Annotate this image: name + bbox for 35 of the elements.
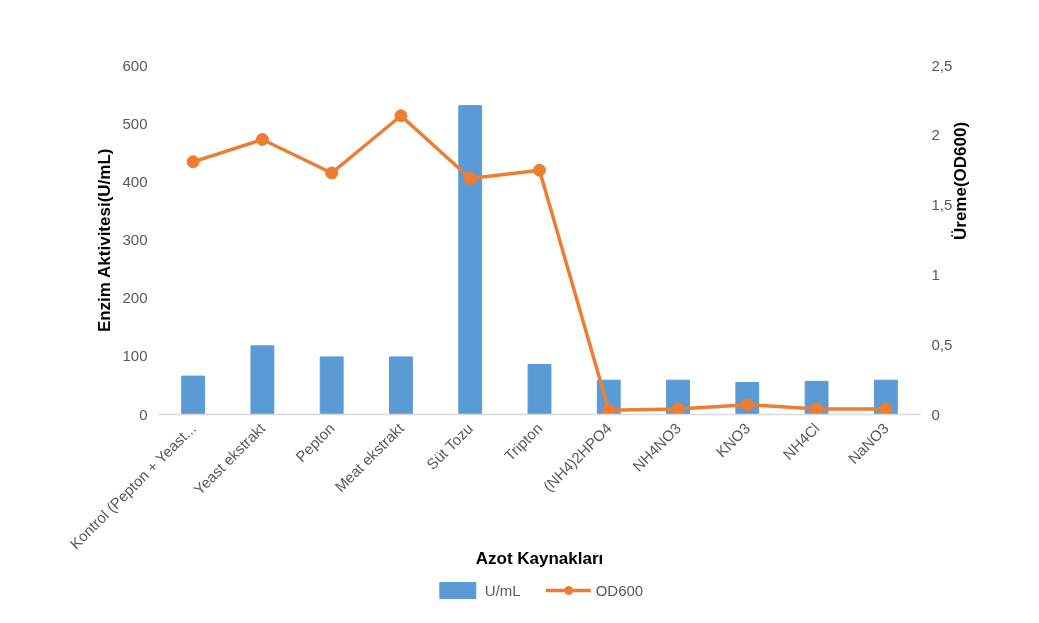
point [186, 155, 200, 169]
y2-tick-label: 0,5 [931, 335, 953, 353]
y-tick-label: 0 [139, 405, 148, 423]
point [325, 166, 339, 180]
point [671, 402, 685, 415]
bar [458, 105, 483, 415]
y2-axis-title: Üreme(OD600) [950, 121, 970, 240]
y-tick-label: 300 [122, 231, 148, 248]
legend-label: OD600 [595, 581, 644, 599]
point [879, 402, 893, 415]
y-tick-label: 500 [122, 114, 148, 132]
point [810, 402, 824, 415]
y2-tick-label: 2,5 [931, 56, 953, 74]
y-tick-label: 100 [122, 347, 148, 365]
y-tick-label: 200 [122, 289, 148, 307]
y2-tick-label: 1,5 [931, 196, 953, 214]
y-axis-title: Enzim Aktivitesi(U/mL) [95, 148, 115, 333]
bar [319, 356, 344, 415]
point [463, 172, 477, 186]
bar [389, 356, 413, 415]
bar [250, 345, 275, 415]
x-tick-label: Süt Tozu [422, 419, 477, 473]
y-tick-label: 600 [122, 56, 148, 74]
y2-tick-label: 0 [931, 405, 940, 423]
point [255, 133, 269, 146]
bar [181, 375, 206, 415]
point [394, 109, 408, 123]
legend-label: U/mL [484, 581, 521, 599]
y2-tick-label: 2 [931, 126, 940, 144]
x-axis-title: Azot Kaynakları [475, 549, 604, 569]
point [533, 163, 546, 177]
y2-tick-label: 1 [931, 265, 940, 283]
bar [527, 363, 552, 415]
point [602, 403, 616, 415]
y-tick-label: 400 [122, 172, 148, 190]
